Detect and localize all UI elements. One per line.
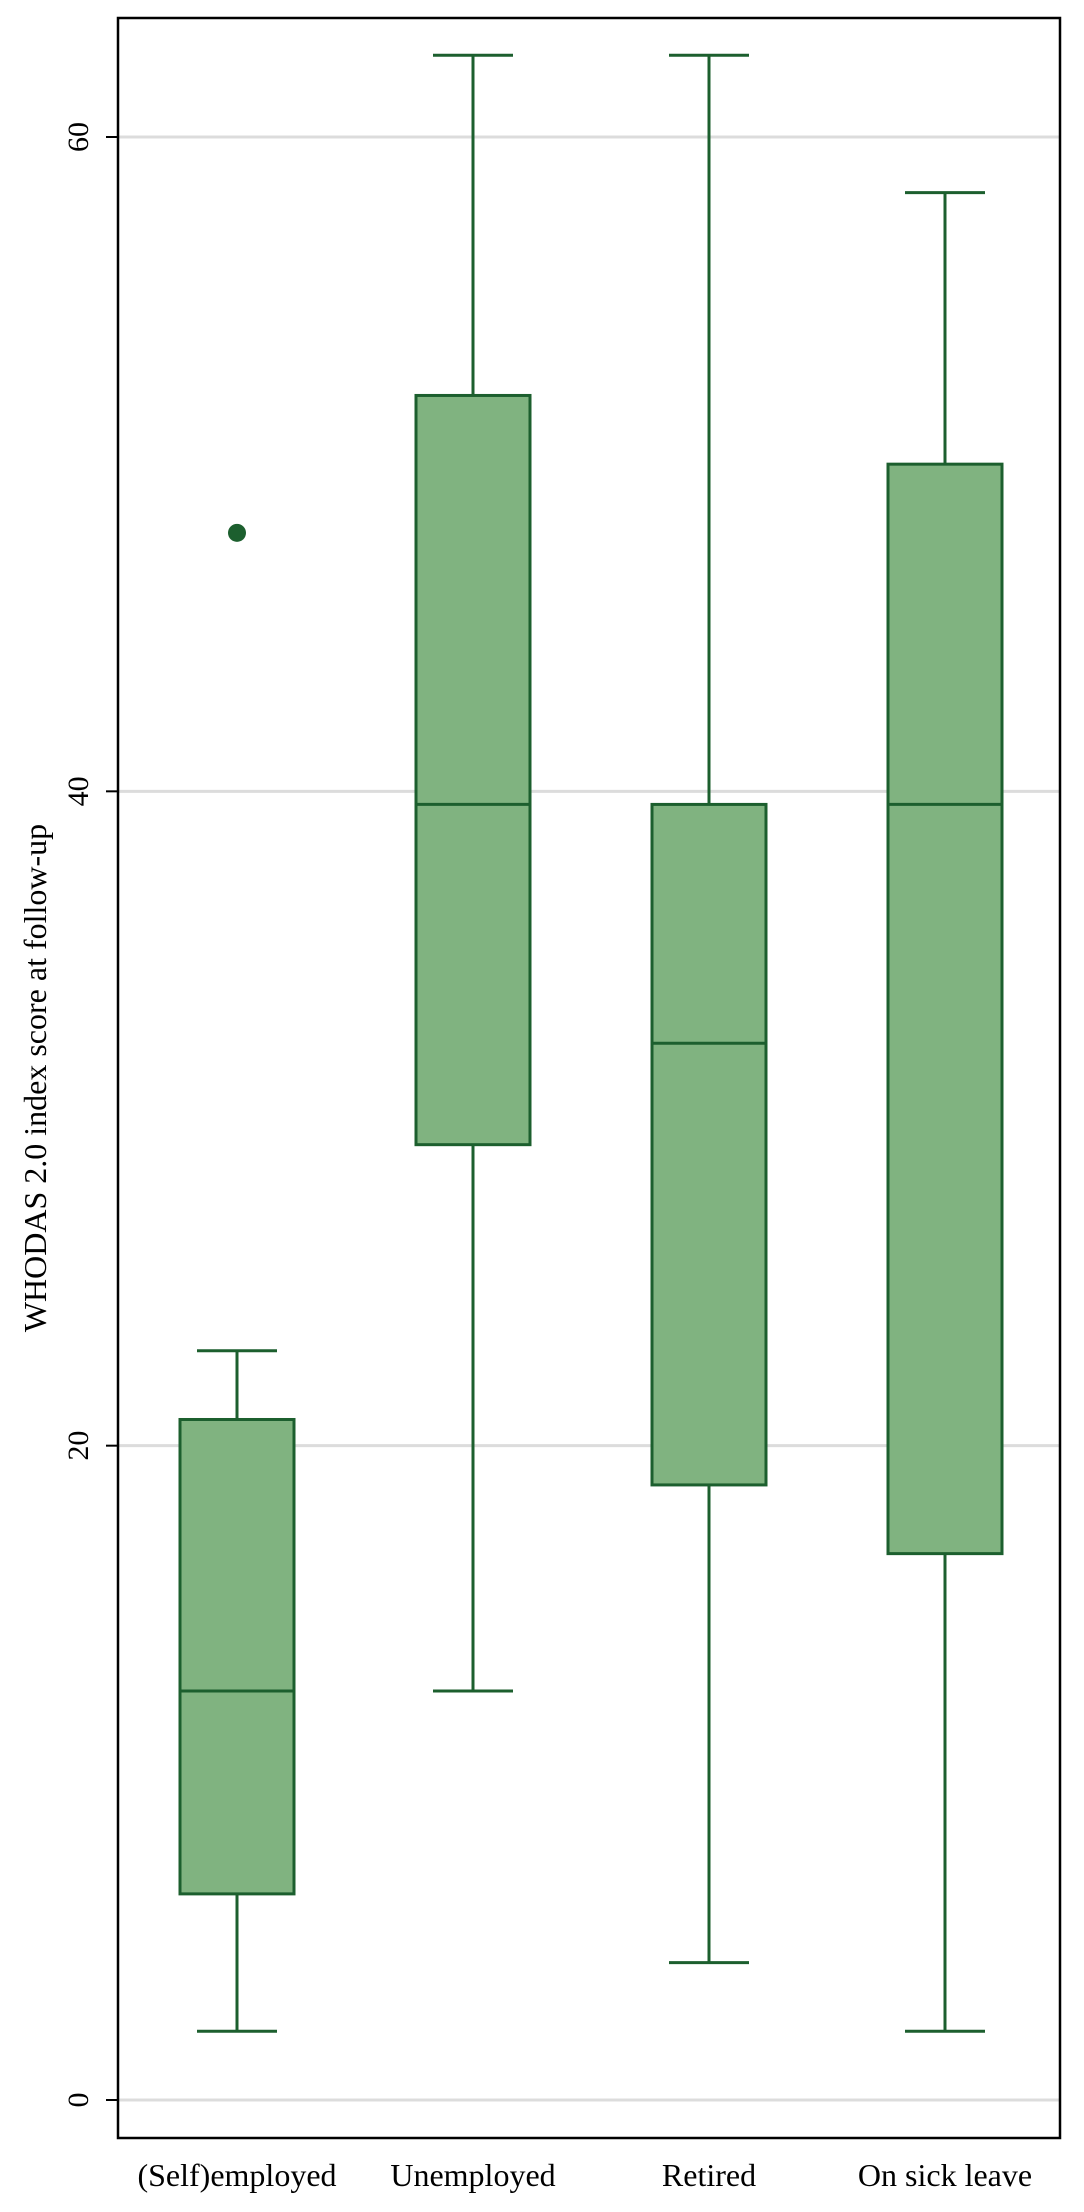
box-group — [886, 191, 1004, 2033]
y-axis: 0 20 40 60 — [62, 122, 118, 2108]
iqr-box — [414, 393, 532, 1147]
iqr-box — [886, 462, 1004, 1556]
y-tick-label: 0 — [62, 2093, 95, 2108]
boxes — [178, 53, 1004, 2033]
y-axis-title: WHODAS 2.0 index score at follow-up — [17, 824, 53, 1332]
iqr-box — [650, 802, 768, 1487]
box-group — [650, 53, 768, 1965]
y-tick-label: 20 — [62, 1431, 95, 1461]
y-tick-label: 60 — [62, 122, 95, 152]
x-category-label: Unemployed — [390, 2157, 555, 2193]
plot-frame — [116, 16, 1062, 2140]
x-category-label: (Self)employed — [137, 2157, 336, 2193]
box-group — [178, 523, 296, 2033]
outlier-point — [228, 523, 246, 542]
iqr-box — [178, 1417, 296, 1896]
y-tick-label: 40 — [62, 776, 95, 806]
x-category-label: Retired — [662, 2157, 756, 2193]
x-axis: (Self)employed Unemployed Retired On sick l… — [137, 2157, 1032, 2193]
x-category-label: On sick leave — [858, 2157, 1032, 2193]
box-group — [414, 53, 532, 1693]
